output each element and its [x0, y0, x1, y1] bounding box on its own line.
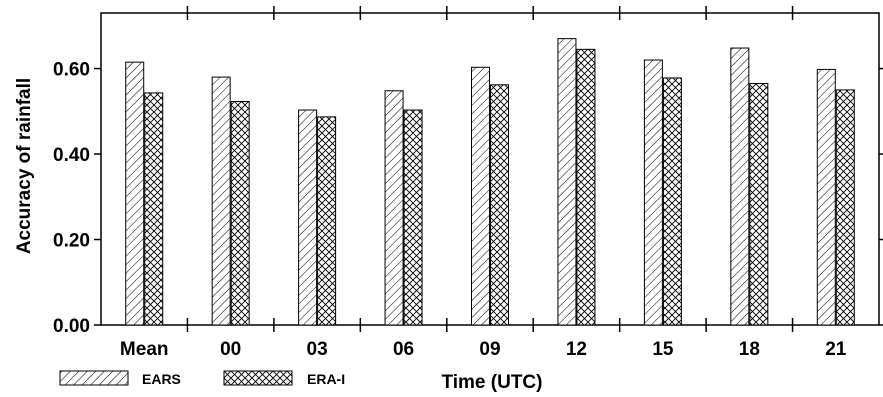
y-tick-label-3: 0.60: [53, 60, 90, 81]
bar-era-i-06: [403, 109, 423, 326]
x-tick-label-09: 09: [479, 339, 500, 360]
bar-ears-Mean: [125, 61, 145, 326]
bar-ears-00: [211, 76, 231, 326]
y-tick-label-0: 0.00: [53, 316, 90, 337]
bar-ears-03: [298, 109, 318, 326]
bar-ears-18: [730, 47, 750, 326]
y-tick-label-1: 0.20: [53, 231, 90, 252]
x-tick-label-06: 06: [393, 339, 414, 360]
bar-era-i-21: [835, 89, 855, 326]
x-tick-label-12: 12: [566, 339, 587, 360]
bar-era-i-18: [749, 83, 769, 326]
legend-label-ears: EARS: [142, 371, 181, 387]
x-tick-label-15: 15: [652, 339, 674, 360]
x-axis-title: Time (UTC): [442, 372, 543, 393]
y-axis-title: Accuracy of rainfall: [14, 78, 35, 254]
bar-ears-09: [471, 66, 490, 326]
bar-era-i-03: [317, 116, 337, 326]
y-tick-label-2: 0.40: [53, 145, 90, 166]
legend-swatch-era-i: [223, 370, 293, 386]
legend: EARS ERA-I: [59, 370, 345, 387]
x-tick-label-00: 00: [220, 339, 241, 360]
x-tick-label-21: 21: [825, 339, 847, 360]
bar-era-i-15: [662, 77, 682, 326]
bar-ears-21: [816, 68, 836, 326]
x-axis: Mean 00 03 06 09 12 15 18 21: [120, 6, 847, 360]
y-axis: 0.00 0.20 0.40 0.60: [53, 60, 883, 337]
bar-era-i-12: [576, 48, 596, 326]
legend-swatch-ears: [59, 370, 129, 386]
bar-ears-06: [384, 90, 404, 326]
bar-era-i-Mean: [144, 92, 164, 326]
x-tick-label-Mean: Mean: [120, 339, 169, 360]
bar-era-i-09: [490, 84, 509, 326]
bar-era-i-00: [230, 100, 250, 326]
bar-ears-12: [557, 38, 577, 326]
bars: [125, 38, 855, 326]
legend-label-era-i: ERA-I: [307, 371, 345, 387]
x-tick-label-18: 18: [739, 339, 760, 360]
bar-ears-15: [643, 59, 663, 326]
x-tick-label-03: 03: [307, 339, 328, 360]
